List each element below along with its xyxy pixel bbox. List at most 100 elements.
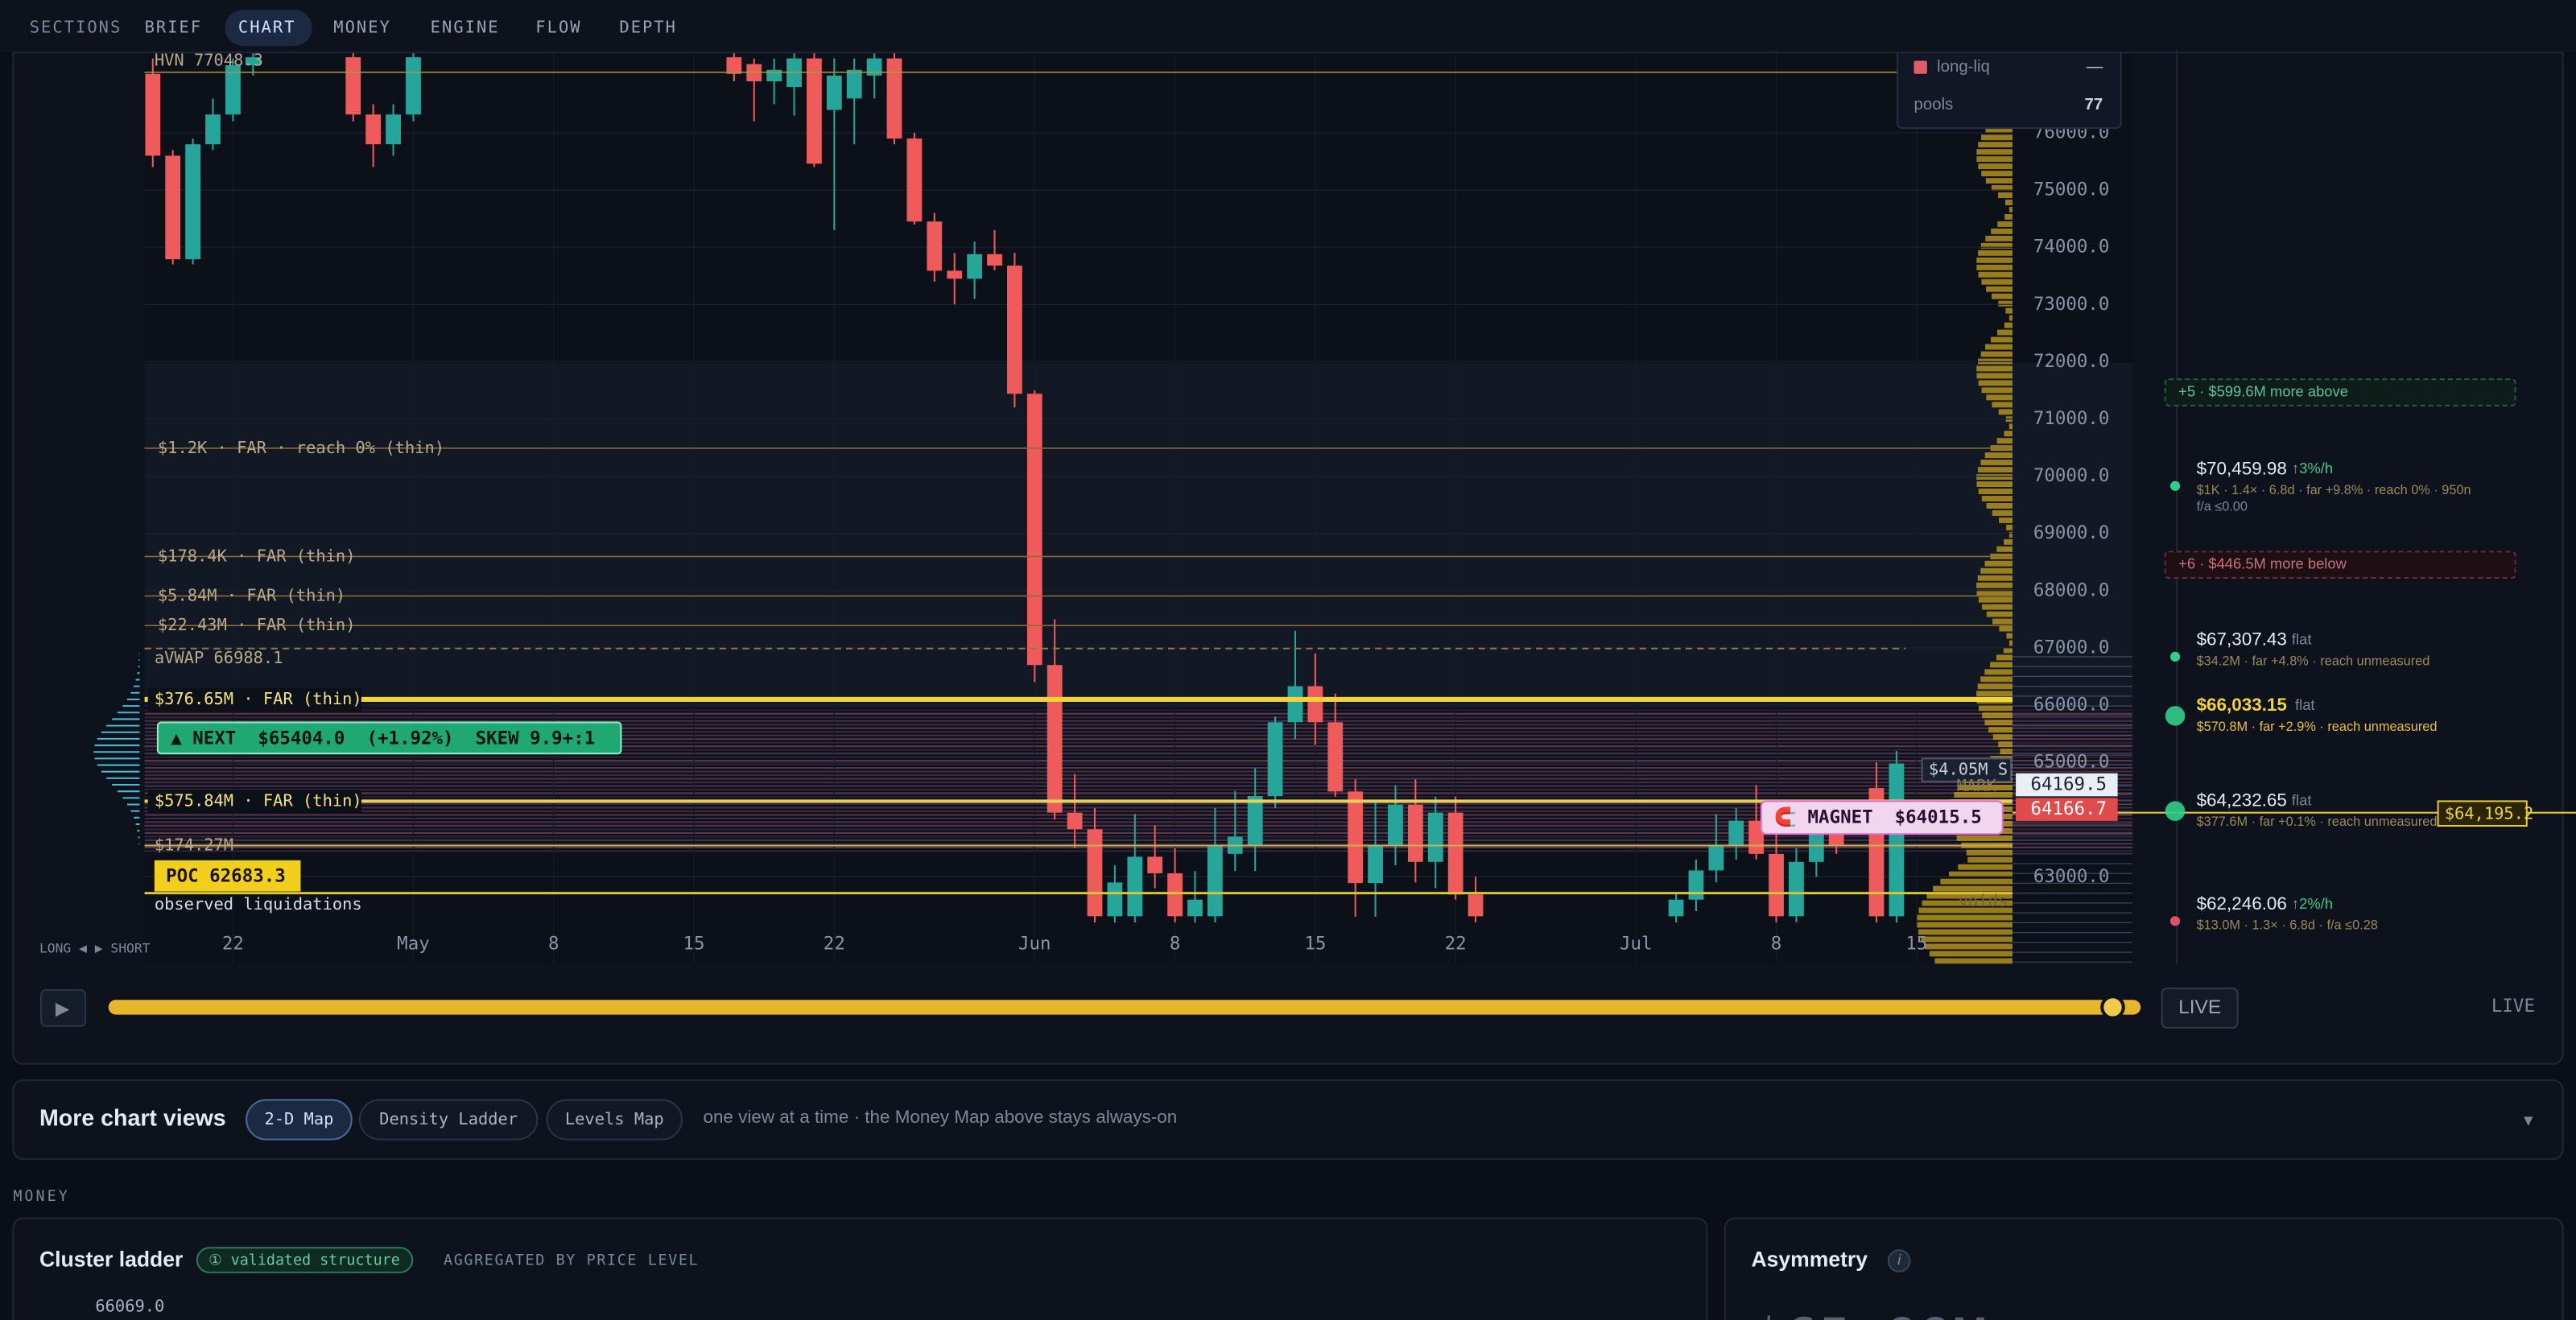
live-label: LIVE: [2491, 996, 2535, 1017]
volume-profile-bar: [1978, 163, 2013, 170]
heat-band: [144, 846, 2132, 848]
heat-layer: [144, 98, 2132, 964]
info-label[interactable]: i: [1897, 1251, 1901, 1268]
volume-profile-bar: [2000, 749, 2013, 755]
level-label: $5.84M · FAR (thin): [158, 585, 345, 604]
x-tick-label: 8: [1771, 933, 1782, 954]
volume-profile-bar: [1976, 257, 2013, 263]
volume-profile-bar: [1996, 546, 2013, 552]
volume-profile-bar: [1991, 228, 2013, 234]
legend-label: long-liq: [1937, 58, 1990, 76]
view-option[interactable]: [246, 1099, 353, 1141]
heat-band: [144, 839, 2132, 841]
candle-body: [967, 254, 982, 279]
view-option[interactable]: [358, 1099, 539, 1141]
level-label: $376.65M · FAR (thin): [155, 689, 362, 708]
view-option-label[interactable]: Density Ladder: [379, 1109, 518, 1128]
heat-band: [144, 753, 2132, 755]
volume-profile-bar: [1982, 712, 2013, 719]
nav-tab[interactable]: ENGINE: [431, 18, 500, 37]
view-options: 2-D Map Density Ladder Levels Map: [246, 1099, 683, 1141]
volume-profile-bar: [1940, 878, 2013, 885]
level-label: HVN 77048.3: [155, 50, 263, 69]
x-tick-label: 8: [548, 933, 559, 954]
view-option-label[interactable]: 2-D Map: [264, 1109, 333, 1128]
candle-body: [906, 138, 923, 222]
asymmetry-card: [1724, 1217, 2564, 1320]
heat-band: [144, 724, 2132, 726]
volume-profile-bar: [1976, 149, 2013, 155]
play-icon[interactable]: ▶: [56, 998, 69, 1018]
volume-profile-bar: [1977, 467, 2013, 473]
heat-band: [144, 716, 2132, 719]
volume-profile-bar: [1934, 958, 2013, 964]
heat-band: [144, 788, 2132, 791]
nav-tab[interactable]: DEPTH: [619, 18, 677, 37]
heat-band: [144, 835, 2132, 838]
volume-profile-bar: [1918, 907, 2013, 914]
volume-profile-bar: [1976, 156, 2013, 163]
nav-tab[interactable]: MONEY: [333, 18, 391, 37]
view-option-label[interactable]: Levels Map: [565, 1109, 664, 1128]
cluster-caption: AGGREGATED BY PRICE LEVEL: [444, 1252, 699, 1269]
volume-profile-bar: [1976, 481, 2013, 488]
level-lines: [144, 72, 2576, 895]
volume-profile-bar: [1958, 864, 2013, 870]
volume-profile-bar: [2008, 423, 2013, 430]
play-button[interactable]: [40, 988, 87, 1027]
timeline-handle[interactable]: [2100, 995, 2125, 1020]
x-tick-label: 22: [1445, 933, 1467, 954]
ladder-dot: [2169, 651, 2181, 662]
ladder-detail: $34.2M · far +4.8% · reach unmeasured: [2197, 654, 2430, 668]
ladder-dot: [2165, 801, 2186, 821]
volume-profile-bar: [1967, 856, 2013, 863]
volume-profile-bar: [1986, 611, 2013, 617]
ladder-detail: $377.6M · far +0.1% · reach unmeasured: [2197, 815, 2438, 829]
candle-body: [1187, 899, 1203, 917]
candle-body: [1087, 829, 1103, 917]
next-badge: [156, 721, 622, 755]
volume-profile-bar: [1980, 460, 2013, 466]
heat-band: [144, 817, 2132, 820]
volume-profile-bar: [1986, 286, 2013, 292]
cluster-badge: [196, 1247, 414, 1273]
views-toggle[interactable]: ▾: [2524, 1110, 2533, 1130]
volume-profile-bar: [1985, 178, 2013, 184]
level-label: $575.84M · FAR (thin): [155, 790, 362, 810]
view-option[interactable]: [546, 1099, 683, 1141]
ladder-rate: ↑3%/h: [2292, 460, 2333, 476]
candle-body: [846, 69, 862, 99]
volume-profile-bar: [2004, 322, 2013, 328]
nav-tab[interactable]: BRIEF: [145, 18, 203, 37]
asymmetry-value: $65.99M: [1752, 1308, 1987, 1320]
label-bg: [147, 687, 361, 712]
level-label: aVWAP 66988.1: [155, 648, 283, 667]
ladder-rate: flat: [2292, 630, 2312, 647]
heat-band: [144, 850, 2132, 852]
ladder-detail: $570.8M · far +2.9% · reach unmeasured: [2197, 720, 2438, 734]
y-tick-label: 66000.0: [2033, 694, 2110, 715]
volume-profile-bar: [1980, 567, 2013, 574]
info-icon[interactable]: [1887, 1249, 1911, 1273]
nav-tab[interactable]: CHART: [238, 18, 296, 37]
candle-body: [165, 155, 181, 260]
timeline[interactable]: [108, 1000, 2141, 1015]
y-tick-label: 74000.0: [2033, 237, 2110, 258]
live-button[interactable]: [2161, 987, 2239, 1029]
candle-body: [386, 114, 401, 145]
nav-tab[interactable]: FLOW: [535, 18, 581, 37]
heat-band: [144, 720, 2132, 722]
volume-profile-bar: [1926, 893, 2013, 899]
live-button-label[interactable]: LIVE: [2178, 996, 2221, 1018]
ladder-price: $62,246.06: [2197, 893, 2287, 914]
candle-body: [1107, 882, 1123, 917]
volume-profile-bar: [1998, 192, 2013, 198]
volume-profile-bar: [2008, 315, 2013, 321]
tag: [1921, 757, 2012, 782]
volume-profile-bar: [1981, 171, 2013, 177]
heat-band: [144, 773, 2132, 777]
volume-profile-bar: [1980, 676, 2013, 683]
heat-band: [144, 770, 2132, 773]
candle-body: [245, 57, 261, 66]
